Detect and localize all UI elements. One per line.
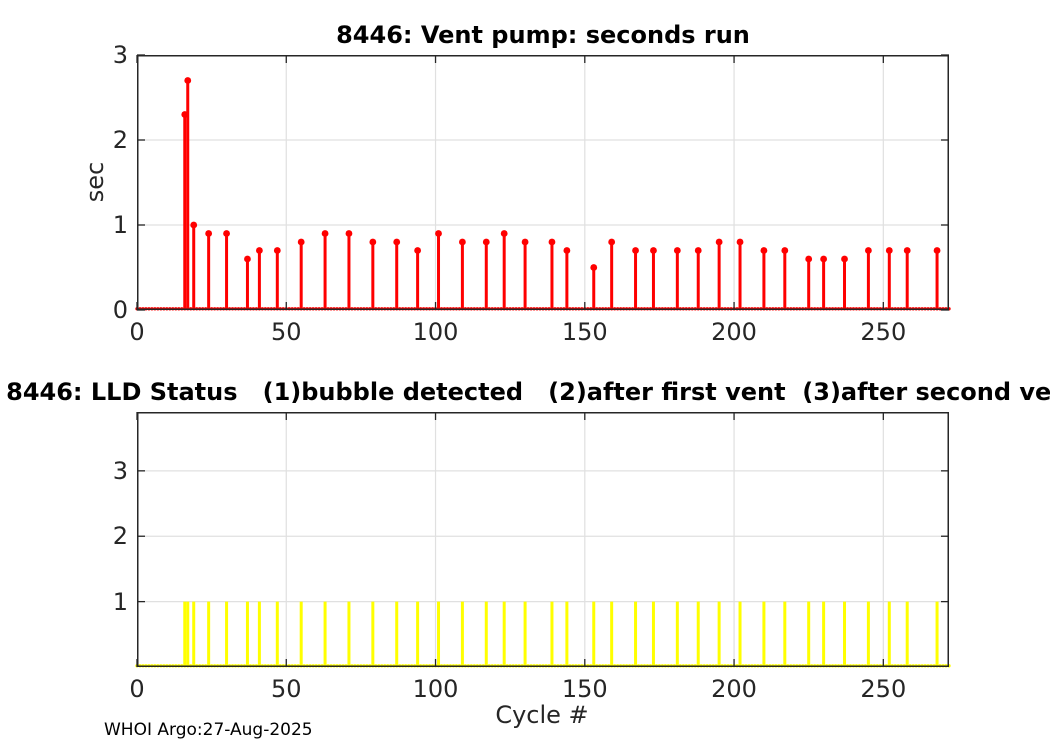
stem-marker: [632, 247, 639, 254]
stem-marker: [190, 221, 198, 229]
stem-marker: [393, 238, 401, 246]
stem-marker: [255, 247, 263, 254]
stem-marker: [903, 247, 911, 254]
stem-marker: [521, 238, 529, 246]
bottom-plot-xlabel: Cycle #: [495, 701, 589, 729]
stem-marker: [864, 247, 872, 254]
stem-marker: [435, 230, 442, 237]
x-tick-label: 0: [129, 318, 145, 346]
stem-marker: [548, 238, 556, 246]
stem-marker: [223, 230, 230, 237]
y-tick-label: 2: [112, 522, 128, 551]
stem-marker: [781, 247, 789, 254]
footer-text: WHOI Argo:27-Aug-2025: [104, 720, 313, 740]
axes-box: [137, 55, 949, 310]
stem-marker: [820, 255, 828, 263]
y-tick-label: 2: [112, 126, 128, 154]
y-tick-label: 1: [112, 211, 128, 239]
stem-marker: [885, 247, 893, 254]
bar-series: [183, 601, 939, 667]
stem-marker: [458, 238, 466, 246]
stem-marker: [345, 230, 353, 237]
stem-marker: [805, 255, 813, 263]
y-tick-label: 0: [112, 296, 128, 324]
x-tick-label: 250: [860, 675, 907, 703]
y-tick-label: 3: [112, 456, 128, 485]
stem-marker: [244, 255, 251, 263]
y-tick-label: 1: [112, 587, 128, 616]
x-tick-label: 200: [711, 675, 757, 703]
axes-box: [137, 412, 949, 667]
stem-marker: [650, 247, 657, 254]
stem-marker: [500, 230, 508, 237]
stem-marker: [482, 238, 490, 246]
top-plot-ylabel: sec: [81, 161, 109, 203]
stem-series: [181, 77, 941, 310]
stem-marker: [760, 247, 768, 254]
stem-marker: [841, 255, 848, 263]
stem-marker: [590, 264, 598, 271]
x-tick-label: 150: [561, 318, 608, 346]
stem-marker: [414, 247, 422, 254]
x-tick-label: 150: [561, 675, 608, 703]
x-tick-label: 100: [412, 318, 459, 346]
stem-marker: [673, 247, 681, 254]
stem-marker: [369, 238, 377, 246]
stem-marker: [184, 77, 192, 84]
stem-marker: [736, 238, 744, 246]
stem-marker: [321, 230, 329, 237]
stem-marker: [715, 238, 723, 246]
stem-marker: [608, 238, 616, 246]
y-tick-label: 3: [112, 41, 128, 69]
x-tick-label: 50: [270, 318, 302, 346]
x-tick-label: 200: [711, 318, 757, 346]
x-tick-label: 0: [129, 675, 145, 703]
vent-pump-stem-plot: [135, 54, 951, 311]
x-tick-label: 250: [860, 318, 907, 346]
x-tick-label: 100: [412, 675, 459, 703]
x-tick-label: 50: [270, 675, 302, 703]
stem-marker: [273, 247, 281, 254]
stem-marker: [694, 247, 702, 254]
stem-marker: [297, 238, 305, 246]
lld-status-bar-plot: [135, 412, 951, 668]
top-plot-title: 8446: Vent pump: seconds run: [336, 21, 750, 49]
bottom-plot-title: 8446: LLD Status (1)bubble detected (2)a…: [6, 378, 1050, 406]
stem-marker: [933, 247, 941, 254]
stem-marker: [205, 230, 213, 237]
stem-marker: [563, 247, 571, 254]
